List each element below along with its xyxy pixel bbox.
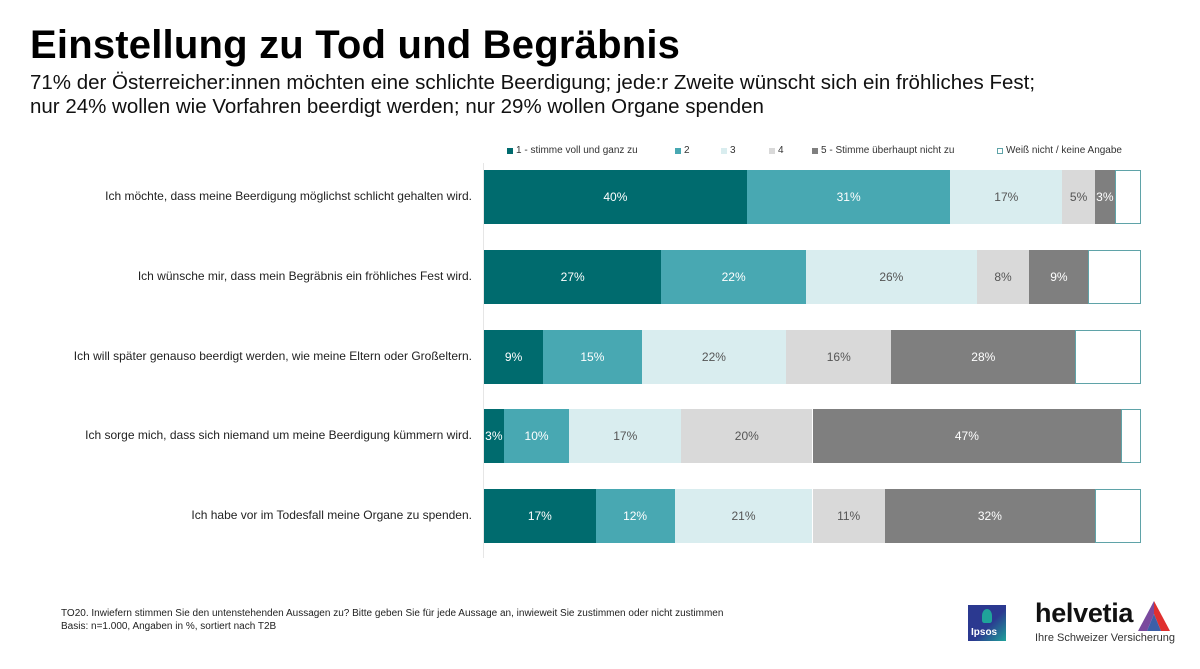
helvetia-tagline: Ihre Schweizer Versicherung <box>1035 632 1176 644</box>
bar-segment <box>1095 489 1141 543</box>
bar-segment: 8% <box>976 250 1030 304</box>
bar-segment: 22% <box>661 250 806 304</box>
bar-segment: 20% <box>681 409 813 463</box>
data-label: 27% <box>560 270 585 284</box>
bar-segment: 31% <box>746 170 951 224</box>
bar-segment: 22% <box>641 330 787 384</box>
footnote: TO20. Inwiefern stimmen Sie den untenste… <box>61 607 723 633</box>
data-label: 21% <box>731 509 756 523</box>
data-label: 40% <box>603 190 628 204</box>
stacked-bar: 40% 31% 17% 5% 3% <box>484 170 1141 224</box>
data-label: 5% <box>1069 190 1088 204</box>
data-label: 22% <box>701 350 726 364</box>
page-title: Einstellung zu Tod und Begräbnis <box>30 23 681 67</box>
legend-label: 3 <box>730 145 736 156</box>
ipsos-logo-text: Ipsos <box>971 627 998 638</box>
data-label: 26% <box>879 270 904 284</box>
bar-segment: 3% <box>484 409 504 463</box>
bar-segment: 17% <box>950 170 1063 224</box>
legend-item: Weiß nicht / keine Angabe <box>997 145 1122 156</box>
data-label: 10% <box>524 429 549 443</box>
stacked-bar: 27% 22% 26% 8% 9% <box>484 250 1141 304</box>
bar-segment: 9% <box>1029 250 1089 304</box>
data-label: 31% <box>836 190 861 204</box>
bar-segment: 10% <box>503 409 570 463</box>
data-label: 3% <box>1096 190 1114 204</box>
data-label: 17% <box>613 429 638 443</box>
subtitle-line-1: 71% der Österreicher:innen möchten eine … <box>30 71 1036 94</box>
category-label: Ich möchte, dass meine Beerdigung möglic… <box>105 189 472 203</box>
data-label: 8% <box>994 270 1012 284</box>
bar-segment: 26% <box>805 250 977 304</box>
bar-segment: 17% <box>484 489 596 543</box>
legend-label: 5 - Stimme überhaupt nicht zu <box>821 145 955 156</box>
category-label: Ich wünsche mir, dass mein Begräbnis ein… <box>137 269 472 283</box>
data-label: 12% <box>623 509 648 523</box>
data-label: 16% <box>826 350 851 364</box>
legend-swatch <box>721 147 727 154</box>
data-label: 9% <box>504 350 523 364</box>
ipsos-logo-head-icon <box>982 609 992 623</box>
bar-segment: 32% <box>884 489 1095 543</box>
bar-segment <box>1088 250 1141 304</box>
bar-segment: 5% <box>1062 170 1095 224</box>
bar-segment: 47% <box>812 409 1122 463</box>
footnote-basis: Basis: n=1.000, Angaben in %, sortiert n… <box>61 621 277 632</box>
bar-segment: 28% <box>891 330 1076 384</box>
page-subtitle: 71% der Österreicher:innen möchten eine … <box>30 71 1035 119</box>
bar-segment: 11% <box>812 489 885 543</box>
legend-item: 5 - Stimme überhaupt nicht zu <box>812 145 954 156</box>
helvetia-triangle-icon <box>1138 601 1170 631</box>
stacked-bar: 3% 10% 17% 20% 47% <box>484 409 1141 463</box>
data-label: 17% <box>527 509 552 523</box>
subtitle-line-2: nur 24% wollen wie Vorfahren beerdigt we… <box>30 95 764 118</box>
bar-segment <box>1114 170 1141 224</box>
data-label: 11% <box>837 509 861 523</box>
bar-segment <box>1121 409 1141 463</box>
data-label: 9% <box>1050 270 1068 284</box>
bar-segment: 27% <box>484 250 662 304</box>
bar-segment: 9% <box>484 330 544 384</box>
data-label: 28% <box>971 350 996 364</box>
legend-swatch <box>507 147 513 154</box>
stacked-bar: 17% 12% 21% 11% 32% <box>484 489 1141 543</box>
bar-segment: 3% <box>1095 170 1115 224</box>
legend-label: 1 - stimme voll und ganz zu <box>516 145 638 156</box>
footnote-question: TO20. Inwiefern stimmen Sie den untenste… <box>61 608 724 619</box>
legend-swatch <box>812 147 818 154</box>
data-label: 17% <box>994 190 1019 204</box>
category-label: Ich will später genauso beerdigt werden,… <box>73 349 472 363</box>
data-label: 32% <box>977 509 1002 523</box>
legend-label: Weiß nicht / keine Angabe <box>1006 145 1122 156</box>
bar-segment: 15% <box>543 330 642 384</box>
bar-segment: 16% <box>786 330 892 384</box>
chart-axis-line <box>483 163 484 558</box>
legend-label: 4 <box>778 145 784 156</box>
data-label: 22% <box>721 270 746 284</box>
bar-segment: 12% <box>595 489 675 543</box>
data-label: 15% <box>580 350 605 364</box>
category-label: Ich sorge mich, dass sich niemand um mei… <box>85 428 472 442</box>
data-label: 3% <box>485 429 503 443</box>
legend-label: 2 <box>684 145 690 156</box>
legend-swatch <box>769 147 775 154</box>
bar-segment <box>1075 330 1141 384</box>
legend-item: 3 <box>721 145 736 156</box>
legend-swatch <box>997 147 1003 154</box>
legend-item: 4 <box>769 145 784 156</box>
legend-item: 1 - stimme voll und ganz zu <box>507 145 638 156</box>
bar-segment: 17% <box>569 409 682 463</box>
bar-segment: 21% <box>674 489 813 543</box>
bar-segment: 40% <box>484 170 747 224</box>
stacked-bar: 9% 15% 22% 16% 28% <box>484 330 1141 384</box>
legend-swatch <box>675 147 681 154</box>
legend-item: 2 <box>675 145 690 156</box>
helvetia-logo-text: helvetia <box>1035 598 1134 628</box>
ipsos-logo: Ipsos <box>968 605 1006 641</box>
data-label: 47% <box>954 429 979 443</box>
data-label: 20% <box>734 429 759 443</box>
category-label: Ich habe vor im Todesfall meine Organe z… <box>191 508 472 522</box>
